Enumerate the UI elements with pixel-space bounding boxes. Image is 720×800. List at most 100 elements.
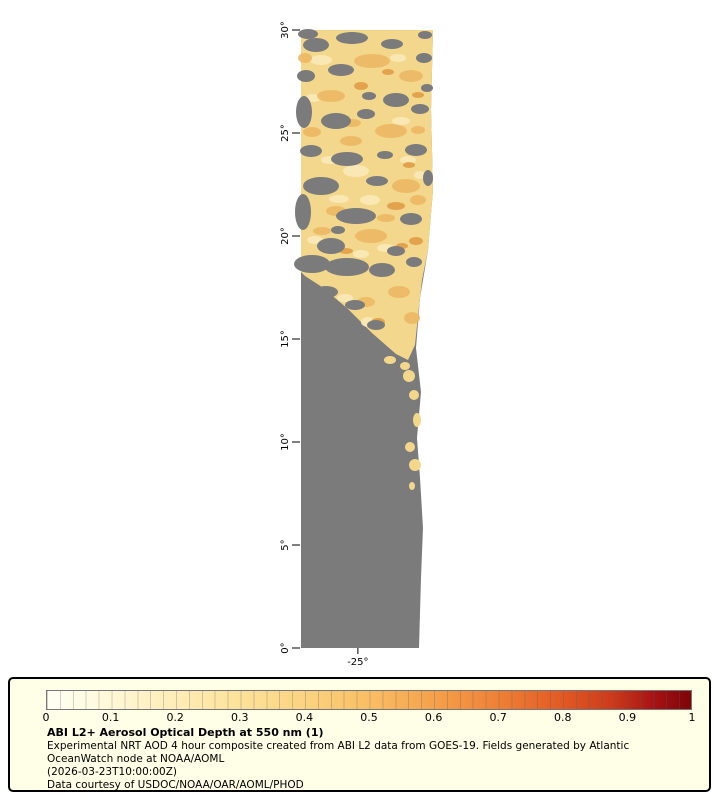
field-blob xyxy=(377,214,395,222)
field-blob xyxy=(423,170,433,186)
field-blob xyxy=(328,64,354,76)
field-blob xyxy=(369,263,395,277)
field-blob xyxy=(377,151,393,159)
colorbar-tick-label: 0.8 xyxy=(554,711,572,724)
field-blob xyxy=(383,93,409,107)
field-blob xyxy=(353,250,369,258)
field-blob xyxy=(314,286,338,298)
field-blob xyxy=(400,156,416,164)
y-tick-label: 5° xyxy=(280,539,291,550)
colorbar-tick-label: 1 xyxy=(688,711,696,724)
colorbar-tick-label: 0.1 xyxy=(101,711,120,724)
field-blob xyxy=(354,82,368,90)
legend-line-3: (2026-03-23T10:00:00Z) xyxy=(47,766,177,778)
y-tick-label: 15° xyxy=(280,330,291,348)
latitude-axis: 0° 5° 10° 15° 20° 25° 30° xyxy=(280,21,300,654)
colorbar-tick-label: 0 xyxy=(42,711,50,724)
field-blob xyxy=(413,413,421,427)
field-blob xyxy=(343,165,369,177)
field-blob xyxy=(404,312,420,324)
field-blob xyxy=(337,294,353,302)
field-blob xyxy=(381,39,403,49)
aod-high-patches xyxy=(339,69,424,326)
colorbar-tick-label: 0.3 xyxy=(231,711,249,724)
field-blob xyxy=(375,124,407,138)
field-blob xyxy=(300,145,322,157)
field-blob xyxy=(403,370,415,382)
y-tick-label: 25° xyxy=(280,124,291,142)
y-tick-label: 20° xyxy=(280,227,291,245)
field-blob xyxy=(400,213,422,225)
aod-map: 0° 5° 10° 15° 20° 25° 30° -25° xyxy=(280,21,433,668)
field-blob xyxy=(406,257,422,267)
field-blob xyxy=(387,202,405,210)
colorbar-tick-label: 0.5 xyxy=(360,711,378,724)
field-blob xyxy=(384,356,396,364)
field-blob xyxy=(321,113,351,129)
field-blob xyxy=(313,227,331,235)
legend-panel: 0 0.1 0.2 0.3 0.4 0.5 0.6 0.7 0.8 0.9 1 ABI L2+ Ae… xyxy=(8,677,711,792)
colorbar-tick-label: 0.7 xyxy=(489,711,507,724)
colorbar xyxy=(46,690,692,710)
field-blob xyxy=(405,442,415,452)
field-blob xyxy=(331,152,363,166)
field-blob xyxy=(317,238,345,254)
colorbar-ticks: 0 0.1 0.2 0.3 0.4 0.5 0.6 0.7 0.8 0.9 1 xyxy=(42,710,696,724)
legend-line-2: OceanWatch node at NOAA/AOML xyxy=(47,753,225,766)
y-tick-label: 10° xyxy=(280,433,291,451)
field-blob xyxy=(357,109,375,119)
colorbar-tick-label: 0.2 xyxy=(166,711,184,724)
field-blob xyxy=(421,84,433,92)
field-blob xyxy=(409,390,419,400)
field-blob xyxy=(405,144,427,156)
field-blob xyxy=(367,320,385,330)
field-blob xyxy=(390,54,406,62)
x-tick-label: -25° xyxy=(347,657,368,668)
field-blob xyxy=(382,69,394,75)
colorbar-tick-label: 0.6 xyxy=(424,711,443,724)
field-blob xyxy=(298,53,312,63)
legend-title: ABI L2+ Aerosol Optical Depth at 550 nm … xyxy=(47,726,324,739)
aod-field xyxy=(301,30,433,360)
legend-line-4: Data courtesy of USDOC/NOAA/OAR/AOML/PHO… xyxy=(47,778,304,791)
field-blob xyxy=(403,162,415,168)
field-blob xyxy=(366,176,388,186)
y-tick-label: 0° xyxy=(280,642,291,653)
field-blob xyxy=(399,70,423,82)
legend-line-1: Experimental NRT AOD 4 hour composite cr… xyxy=(47,740,630,753)
field-blob xyxy=(360,195,380,205)
field-blob xyxy=(296,96,312,128)
field-blob xyxy=(418,31,432,39)
field-blob xyxy=(411,104,429,114)
colorbar-tick-label: 0.4 xyxy=(295,711,314,724)
legend-text: ABI L2+ Aerosol Optical Depth at 550 nm … xyxy=(47,726,699,792)
field-blob xyxy=(409,237,423,245)
field-blob xyxy=(297,70,315,82)
field-blob xyxy=(294,255,330,273)
field-blob xyxy=(303,177,339,195)
field-blob xyxy=(411,126,425,134)
field-blob xyxy=(303,127,321,137)
field-blob xyxy=(310,55,332,65)
field-blob xyxy=(412,92,424,98)
field-blob xyxy=(298,29,318,39)
field-blob xyxy=(345,300,365,310)
field-blob xyxy=(416,53,432,63)
field-blob xyxy=(400,362,410,370)
field-blob xyxy=(303,38,329,52)
field-blob xyxy=(336,208,376,224)
field-blob xyxy=(295,194,311,230)
longitude-axis: -25° xyxy=(347,648,369,668)
field-blob xyxy=(331,226,345,234)
field-blob xyxy=(392,117,410,125)
field-blob xyxy=(325,258,369,276)
field-blob xyxy=(409,459,421,471)
field-blob xyxy=(409,482,415,490)
aod-isolated-specks xyxy=(384,356,421,490)
field-blob xyxy=(329,195,349,203)
field-blob xyxy=(362,92,376,100)
y-tick-label: 30° xyxy=(280,21,291,39)
field-blob xyxy=(388,286,410,298)
cloud-gaps xyxy=(294,29,433,330)
